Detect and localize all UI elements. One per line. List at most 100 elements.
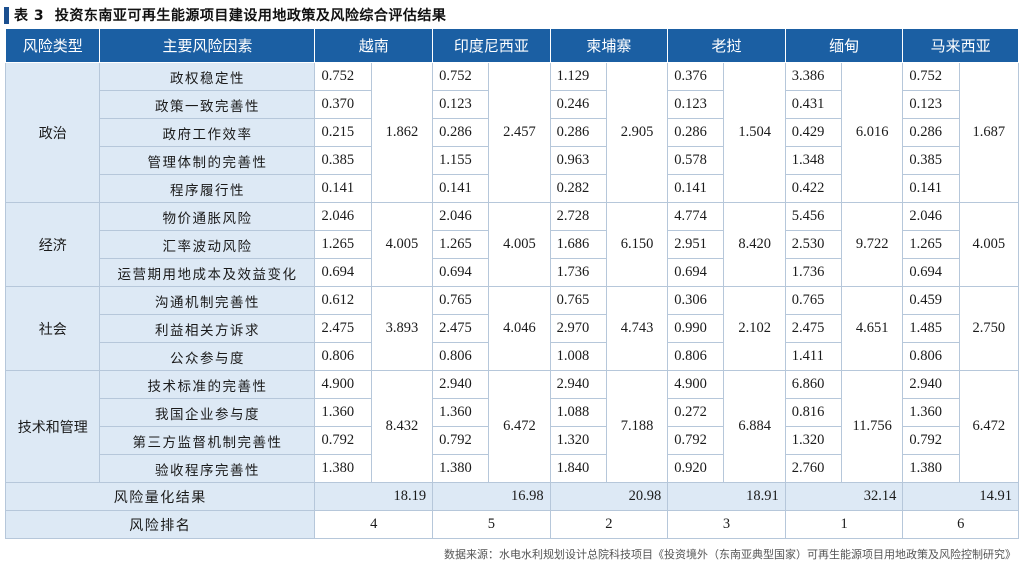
category-total: 6.472 — [488, 370, 551, 483]
factor-score: 0.920 — [667, 454, 725, 483]
category-total: 1.504 — [723, 62, 786, 203]
header-country: 柬埔寨 — [549, 28, 669, 63]
factor-score: 1.088 — [549, 398, 607, 427]
factor-score: 0.752 — [432, 62, 490, 91]
category-total: 6.150 — [605, 202, 669, 287]
table-row: 汇率波动风险 1.265 1.265 1.686 2.951 2.530 1.265 — [6, 230, 1019, 259]
factor-score: 0.578 — [667, 146, 725, 175]
factor-score: 1.265 — [314, 230, 372, 259]
factor-score: 1.360 — [432, 398, 490, 427]
factor-score: 0.422 — [784, 174, 843, 203]
factor-score: 1.380 — [314, 454, 372, 483]
header-country: 老挝 — [667, 28, 786, 63]
factor-score: 4.900 — [314, 370, 372, 399]
factor-score: 0.286 — [902, 118, 960, 147]
category-total: 4.005 — [488, 202, 551, 287]
table-row: 运营期用地成本及效益变化 0.694 0.694 1.736 0.694 1.736 0.6… — [6, 258, 1019, 287]
factor-score: 0.370 — [314, 90, 372, 119]
factor-score: 3.386 — [784, 62, 843, 91]
risk-quantification-value: 32.14 — [841, 482, 904, 511]
category-total: 11.756 — [841, 370, 904, 483]
factor-score: 0.816 — [784, 398, 843, 427]
category-total: 3.893 — [370, 286, 434, 371]
risk-assessment-table: 风险类型 主要风险因素 越南 印度尼西亚 柬埔寨 老挝 缅甸 马来西亚 政治 政权… — [4, 28, 1020, 539]
factor-score: 1.380 — [902, 454, 960, 483]
category-total: 6.884 — [723, 370, 786, 483]
factor-score: 1.380 — [432, 454, 490, 483]
category-total: 4.743 — [605, 286, 669, 371]
category-total: 1.687 — [958, 62, 1020, 203]
category-total: 4.046 — [488, 286, 551, 371]
table-title: 表 3 投资东南亚可再生能源项目建设用地政策及风险综合评估结果 — [4, 4, 446, 26]
factor-score: 1.320 — [549, 426, 607, 455]
risk-factor: 沟通机制完善性 — [99, 286, 316, 315]
summary-spacer — [314, 482, 372, 511]
table-row: 政策一致完善性 0.370 0.123 0.246 0.123 0.431 0.123 — [6, 90, 1019, 119]
table-row: 第三方监督机制完善性 0.792 0.792 1.320 0.792 1.320 0.792 — [6, 426, 1019, 455]
factor-score: 0.246 — [549, 90, 607, 119]
factor-score: 2.951 — [667, 230, 725, 259]
risk-factor: 政策一致完善性 — [99, 90, 316, 119]
risk-factor: 汇率波动风险 — [99, 230, 316, 259]
factor-score: 0.694 — [902, 258, 960, 287]
table-row: 管理体制的完善性 0.385 1.155 0.963 0.578 1.348 0.385 — [6, 146, 1019, 175]
factor-score: 0.963 — [549, 146, 607, 175]
table-row: 公众参与度 0.806 0.806 1.008 0.806 1.411 0.806 — [6, 342, 1019, 371]
risk-quantification-row: 风险量化结果 18.19 16.98 20.98 18.91 32.14 14.91 — [4, 482, 1020, 511]
factor-score: 4.774 — [667, 202, 725, 231]
summary-spacer — [902, 482, 960, 511]
category-total: 8.432 — [370, 370, 434, 483]
category-total: 2.102 — [723, 286, 786, 371]
risk-factor: 我国企业参与度 — [99, 398, 316, 427]
factor-score: 1.736 — [784, 258, 843, 287]
factor-score: 4.900 — [667, 370, 725, 399]
category-total: 4.005 — [370, 202, 434, 287]
risk-quantification-value: 18.91 — [723, 482, 786, 511]
risk-factor: 第三方监督机制完善性 — [99, 426, 316, 455]
risk-quantification-value: 20.98 — [605, 482, 669, 511]
factor-score: 1.360 — [314, 398, 372, 427]
category-total: 1.862 — [370, 62, 434, 203]
factor-score: 0.272 — [667, 398, 725, 427]
factor-score: 0.123 — [432, 90, 490, 119]
factor-score: 0.694 — [314, 258, 372, 287]
header-country: 马来西亚 — [902, 28, 1019, 63]
risk-factor: 管理体制的完善性 — [99, 146, 316, 175]
factor-score: 0.765 — [549, 286, 607, 315]
factor-score: 6.860 — [784, 370, 843, 399]
risk-factor: 政府工作效率 — [99, 118, 316, 147]
factor-score: 0.286 — [667, 118, 725, 147]
title-marker — [4, 6, 9, 24]
risk-ranking-value: 2 — [549, 510, 669, 539]
factor-score: 0.612 — [314, 286, 372, 315]
factor-score: 0.792 — [432, 426, 490, 455]
factor-score: 0.990 — [667, 314, 725, 343]
table-title-text: 投资东南亚可再生能源项目建设用地政策及风险综合评估结果 — [54, 8, 447, 24]
table-number: 表 3 — [14, 8, 45, 24]
factor-score: 2.475 — [784, 314, 843, 343]
factor-score: 0.385 — [902, 146, 960, 175]
table-row: 经济 物价通胀风险 2.046 4.005 2.046 4.005 2.728 6.150 4.… — [4, 202, 1020, 287]
factor-score: 2.970 — [549, 314, 607, 343]
table-row: 社会 沟通机制完善性 0.612 3.893 0.765 4.046 0.765 4.743 0… — [4, 286, 1020, 371]
table-row: 政治 政权稳定性 0.752 1.862 0.752 2.457 1.129 2.905 0.3… — [4, 62, 1020, 203]
factor-score: 0.752 — [314, 62, 372, 91]
factor-score: 0.123 — [667, 90, 725, 119]
header-country: 缅甸 — [784, 28, 904, 63]
factor-score: 0.752 — [902, 62, 960, 91]
factor-score: 0.459 — [902, 286, 960, 315]
factor-score: 1.008 — [549, 342, 607, 371]
risk-factor: 运营期用地成本及效益变化 — [99, 258, 316, 287]
summary-spacer — [549, 482, 607, 511]
factor-score: 2.760 — [784, 454, 843, 483]
factor-score: 2.940 — [432, 370, 490, 399]
factor-score: 0.806 — [432, 342, 490, 371]
factor-score: 0.286 — [549, 118, 607, 147]
factor-score: 0.141 — [432, 174, 490, 203]
risk-ranking-label: 风险排名 — [4, 510, 316, 539]
factor-score: 0.282 — [549, 174, 607, 203]
factor-score: 1.485 — [902, 314, 960, 343]
risk-factor: 利益相关方诉求 — [99, 314, 316, 343]
factor-score: 2.475 — [314, 314, 372, 343]
data-source-note: 数据来源：水电水利规划设计总院科技项目《投资境外（东南亚典型国家）可再生能源项目… — [444, 548, 1016, 561]
